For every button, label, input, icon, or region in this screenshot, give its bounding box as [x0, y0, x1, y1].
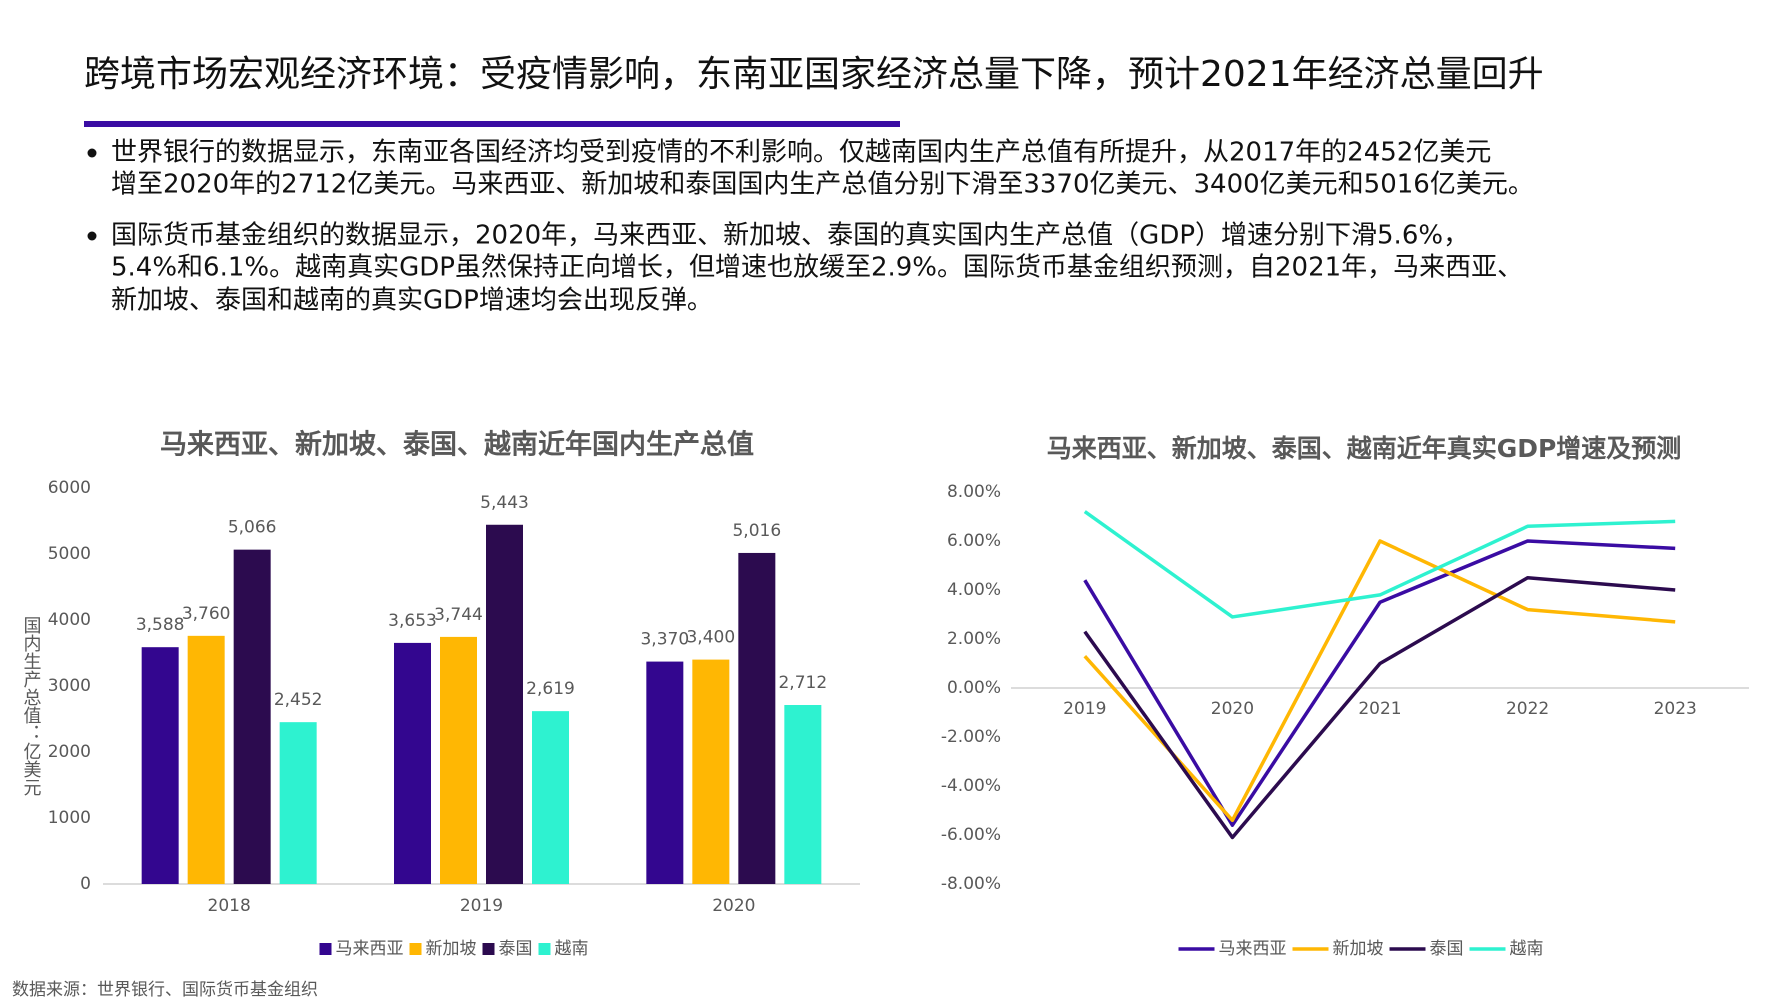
title-underline	[84, 121, 900, 127]
x-tick-label: 2019	[460, 896, 503, 916]
y-tick-label: 0	[80, 874, 91, 894]
y-tick-label: -6.00%	[941, 825, 1001, 845]
value-label: 3,400	[686, 628, 735, 648]
chart-title: 马来西亚、新加坡、泰国、越南近年国内生产总值	[160, 429, 754, 461]
bullet-dot	[87, 231, 97, 241]
legend-label: 马来西亚	[1219, 939, 1287, 959]
value-label: 5,066	[228, 518, 277, 538]
y-tick-label: 0.00%	[947, 678, 1001, 698]
legend-label: 新加坡	[1333, 939, 1384, 959]
y-axis-label: 国内生产总值：亿美元	[21, 616, 42, 796]
x-tick-label: 2023	[1654, 699, 1697, 719]
y-tick-label: 4.00%	[947, 580, 1001, 600]
legend-label: 新加坡	[426, 939, 477, 959]
value-label: 2,452	[274, 690, 323, 710]
bar	[532, 711, 569, 884]
bullet-line: 国际货币基金组织的数据显示，2020年，马来西亚、新加坡、泰国的真实国内生产总值…	[111, 221, 1469, 251]
legend-label: 泰国	[1430, 939, 1464, 959]
y-tick-label: -4.00%	[941, 776, 1001, 796]
x-tick-label: 2022	[1506, 699, 1549, 719]
bar	[784, 705, 822, 884]
bar	[646, 661, 684, 884]
chart-title: 马来西亚、新加坡、泰国、越南近年真实GDP增速及预测	[1047, 434, 1682, 463]
value-label: 5,443	[480, 493, 529, 513]
line-series	[1083, 539, 1676, 827]
bar	[187, 635, 225, 884]
value-label: 2,619	[526, 679, 575, 699]
bullet-dot	[87, 148, 97, 158]
bar	[141, 647, 179, 884]
bar	[279, 722, 317, 884]
legend-label: 马来西亚	[336, 939, 404, 959]
y-tick-label: -8.00%	[941, 874, 1001, 894]
value-label: 3,370	[640, 630, 689, 650]
y-tick-label: 2000	[48, 742, 91, 762]
line-series	[1083, 539, 1676, 823]
bullet-line: 世界银行的数据显示，东南亚各国经济均受到疫情的不利影响。仅越南国内生产总值有所提…	[111, 138, 1491, 168]
legend-label: 泰国	[499, 939, 533, 959]
bar	[233, 549, 271, 884]
bullet-line: 增至2020年的2712亿美元。马来西亚、新加坡和泰国国内生产总值分别下滑至33…	[111, 170, 1534, 200]
legend-swatch	[482, 943, 495, 955]
value-label: 5,016	[732, 521, 781, 541]
value-label: 3,653	[388, 611, 437, 631]
legend-swatch	[319, 943, 332, 955]
legend-label: 越南	[555, 939, 589, 959]
legend-swatch	[538, 943, 551, 955]
bullet-line: 新加坡、泰国和越南的真实GDP增速均会出现反弹。	[111, 286, 713, 316]
bar	[394, 642, 431, 884]
x-tick-label: 2020	[1211, 699, 1254, 719]
legend-swatch	[409, 943, 422, 955]
x-tick-label: 2018	[208, 896, 251, 916]
y-tick-label: -2.00%	[941, 727, 1001, 747]
bullet-line: 5.4%和6.1%。越南真实GDP虽然保持正向增长，但增速也放缓至2.9%。国际…	[111, 253, 1523, 283]
value-label: 3,760	[182, 604, 231, 624]
y-tick-label: 5000	[48, 544, 91, 564]
line-series	[1083, 576, 1676, 840]
bar	[486, 524, 523, 884]
y-tick-label: 8.00%	[947, 482, 1001, 502]
slide-title: 跨境市场宏观经济环境：受疫情影响，东南亚国家经济总量下降，预计2021年经济总量…	[84, 54, 1544, 95]
y-tick-label: 1000	[48, 808, 91, 828]
legend-label: 越南	[1510, 939, 1544, 959]
value-label: 3,744	[434, 605, 483, 625]
y-tick-label: 4000	[48, 610, 91, 630]
value-label: 3,588	[136, 615, 185, 635]
value-label: 2,712	[778, 673, 827, 693]
x-tick-label: 2019	[1063, 699, 1106, 719]
x-tick-label: 2020	[712, 896, 755, 916]
line-series	[1083, 510, 1676, 619]
x-tick-label: 2021	[1358, 699, 1401, 719]
bar	[692, 659, 730, 884]
y-tick-label: 3000	[48, 676, 91, 696]
bar	[738, 552, 776, 884]
bar	[440, 636, 477, 884]
y-tick-label: 6.00%	[947, 531, 1001, 551]
y-tick-label: 2.00%	[947, 629, 1001, 649]
source-note: 数据来源：世界银行、国际货币基金组织	[12, 980, 318, 1000]
y-tick-label: 6000	[48, 478, 91, 498]
